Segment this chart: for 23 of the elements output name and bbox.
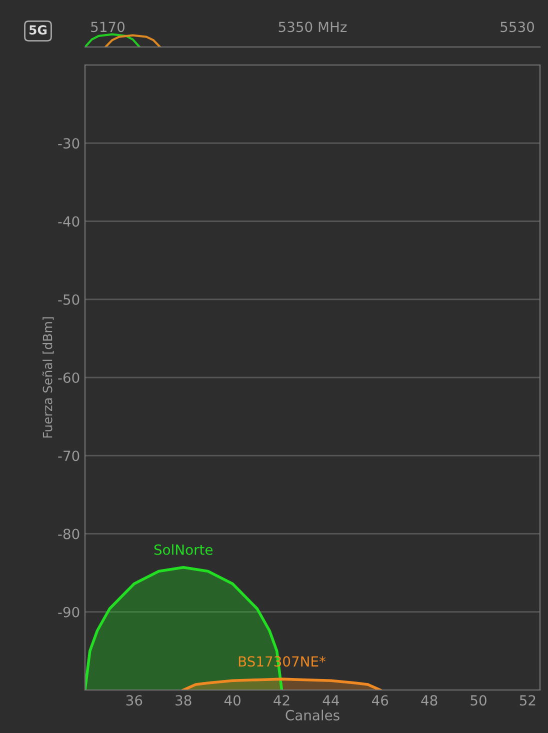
x-tick-label: 36	[126, 695, 142, 706]
x-tick-label: 5350 MHz	[278, 22, 347, 32]
x-tick-label: 52	[520, 695, 536, 706]
x-tick-label: 40	[224, 695, 240, 706]
y-tick-label: -90	[58, 606, 80, 618]
y-axis-title: Fuerza Señal [dBm]	[42, 317, 54, 438]
x-tick-label: 48	[421, 695, 438, 706]
x-tick-label: 5170	[91, 22, 124, 32]
text: 5G	[29, 25, 47, 35]
y-tick-label: -80	[58, 528, 80, 540]
x-axis-title: Canales	[286, 710, 340, 720]
y-tick-label: -40	[58, 216, 80, 227]
series-label: SolNorte	[154, 544, 213, 555]
x-tick-label: 46	[372, 695, 388, 706]
y-tick-label: -50	[58, 294, 80, 305]
y-tick-label: -30	[58, 138, 80, 149]
x-tick-label: 5530	[500, 22, 534, 32]
x-tick-label: 44	[322, 695, 340, 706]
x-tick-label: 42	[274, 695, 290, 706]
y-tick-label: -60	[58, 372, 80, 383]
y-tick-label: -70	[58, 450, 80, 462]
x-tick-label: 38	[176, 695, 192, 706]
x-tick-label: 50	[470, 695, 486, 706]
